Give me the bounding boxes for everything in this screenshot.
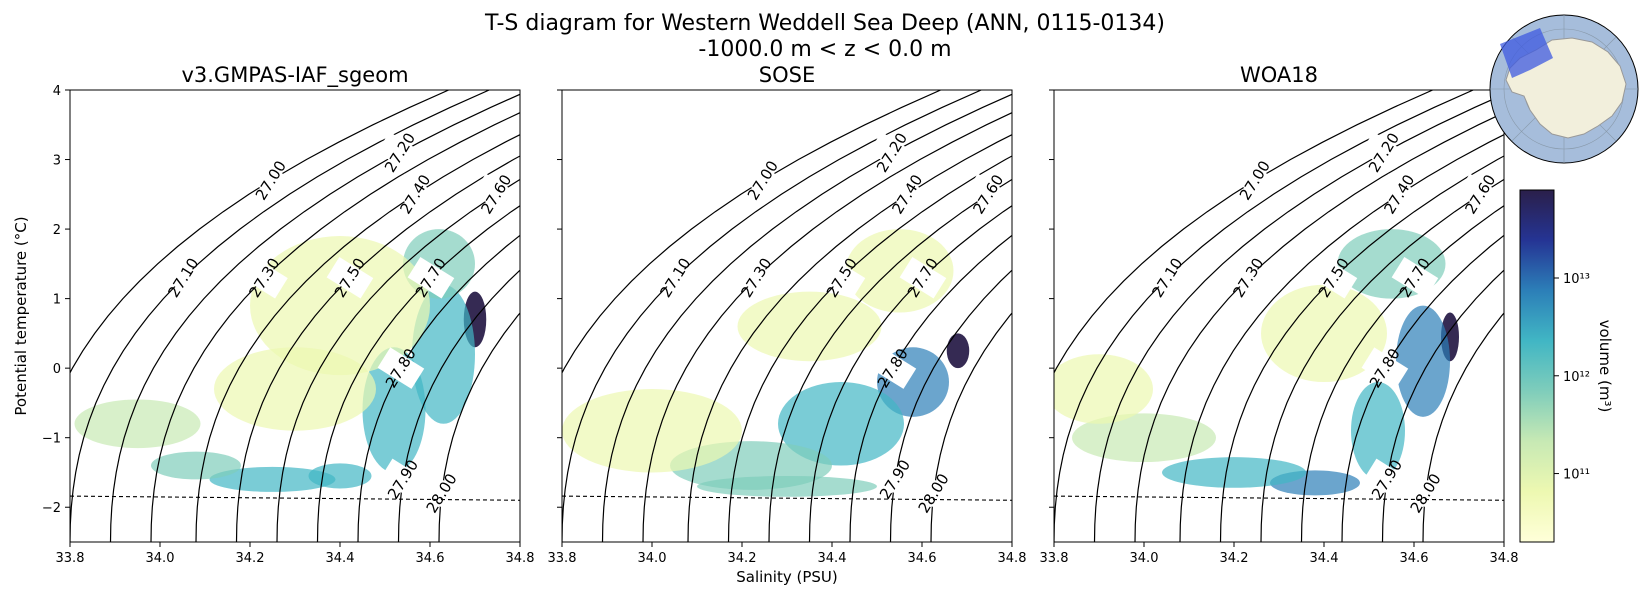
- density-contour: [768, 178, 1012, 542]
- density-contour: [642, 111, 1012, 542]
- y-tick-label: −1: [42, 432, 61, 447]
- axes-frame: [561, 89, 1013, 543]
- colorbar-gradient: [1519, 189, 1555, 543]
- x-tick-label: 33.8: [1040, 551, 1069, 566]
- y-tick-label: −2: [42, 501, 61, 516]
- x-tick-label: 34.8: [998, 551, 1027, 566]
- density-contour: [849, 234, 1012, 542]
- density-contour: [1300, 205, 1504, 542]
- x-tick-label: 34.6: [1400, 551, 1429, 566]
- y-tick-label: 4: [53, 84, 61, 99]
- western-weddell-region-highlight: [1500, 28, 1553, 78]
- density-contour: [276, 178, 520, 542]
- density-blob: [1261, 284, 1387, 383]
- colorbar-label: volume (m³): [1596, 320, 1614, 413]
- x-tick-label: 34.6: [416, 551, 445, 566]
- y-tick-label: 1: [53, 293, 61, 308]
- density-contour: [1054, 90, 1474, 542]
- density-contour: [70, 90, 490, 542]
- density-contour: [316, 205, 520, 542]
- density-contour: [562, 90, 941, 375]
- density-contour: [1341, 234, 1504, 542]
- density-blob: [1162, 457, 1306, 488]
- density-blob: [697, 475, 877, 497]
- colorbar: 10¹¹ 10¹² 10¹³ volume (m³): [1519, 189, 1614, 543]
- panel-0: v3.GMPAS-IAF_sgeom27.0027.1027.2027.3027…: [42, 63, 535, 566]
- density-contour: [1422, 312, 1504, 542]
- x-tick-label: 33.8: [56, 551, 85, 566]
- density-blob: [562, 389, 742, 473]
- density-contour: [438, 312, 520, 542]
- density-contour: [727, 155, 1012, 542]
- density-blob: [737, 291, 882, 362]
- colorbar-tick-label: 10¹²: [1563, 370, 1590, 385]
- x-tick-label: 34.2: [236, 551, 265, 566]
- density-blob: [209, 466, 336, 492]
- density-contour: [562, 90, 982, 542]
- density-blob: [946, 333, 970, 369]
- panel-1: SOSE27.0027.1027.2027.3027.4027.5027.602…: [548, 63, 1027, 566]
- density-blob: [1072, 413, 1216, 463]
- density-contour: [930, 312, 1012, 542]
- density-blob: [778, 382, 904, 466]
- density-blob: [214, 347, 376, 431]
- axes-frame: [1053, 89, 1505, 543]
- density-contour: [1260, 178, 1504, 542]
- density-contour: [109, 93, 520, 542]
- panel-2: WOA1827.0027.1027.2027.3027.4027.5027.60…: [1040, 63, 1519, 566]
- panel-title: SOSE: [759, 63, 815, 87]
- x-tick-label: 34.2: [728, 551, 757, 566]
- x-tick-label: 34.0: [638, 551, 667, 566]
- density-contour: [1134, 111, 1504, 542]
- y-tick-label: 3: [53, 154, 61, 169]
- x-tick-label: 34.4: [818, 551, 847, 566]
- density-contour: [1054, 90, 1433, 375]
- antarctic-region-inset-map: [1489, 14, 1639, 164]
- freezing-point-line: [1054, 495, 1504, 501]
- x-tick-label: 34.8: [506, 551, 535, 566]
- density-contour: [235, 155, 520, 542]
- panel-title: WOA18: [1240, 63, 1318, 87]
- x-tick-label: 34.4: [1310, 551, 1339, 566]
- freezing-point-line: [70, 495, 520, 501]
- density-contour: [70, 90, 449, 375]
- x-tick-label: 34.0: [1130, 551, 1159, 566]
- density-blob: [250, 236, 430, 376]
- density-contour: [1093, 93, 1504, 542]
- x-axis-label: Salinity (PSU): [736, 568, 838, 586]
- density-blob: [151, 451, 241, 480]
- density-contour: [1179, 133, 1504, 542]
- density-contour: [808, 205, 1012, 542]
- density-contour: [150, 111, 520, 542]
- density-contour: [195, 133, 520, 542]
- x-tick-label: 34.0: [146, 551, 175, 566]
- density-blob: [1396, 305, 1450, 417]
- density-contour: [889, 269, 1012, 542]
- figure-title-line2: -1000.0 m < z < 0.0 m: [698, 37, 952, 62]
- colorbar-tick-label: 10¹³: [1563, 272, 1590, 287]
- x-tick-label: 34.4: [326, 551, 355, 566]
- density-blob: [74, 399, 201, 449]
- y-tick-label: 0: [53, 362, 61, 377]
- x-tick-label: 33.8: [548, 551, 577, 566]
- figure-title-line1: T-S diagram for Western Weddell Sea Deep…: [485, 11, 1165, 36]
- x-tick-label: 34.8: [1490, 551, 1519, 566]
- axes-frame: [69, 89, 521, 543]
- panel-title: v3.GMPAS-IAF_sgeom: [181, 63, 408, 88]
- y-axis-label: Potential temperature (°C): [12, 216, 30, 415]
- density-contour: [687, 133, 1012, 542]
- y-tick-label: 2: [53, 223, 61, 238]
- freezing-point-line: [562, 495, 1012, 501]
- density-contour: [601, 93, 1012, 542]
- density-contour: [1219, 155, 1504, 542]
- density-contour: [397, 269, 520, 542]
- colorbar-tick-label: 10¹¹: [1563, 468, 1590, 483]
- x-tick-label: 34.2: [1220, 551, 1249, 566]
- density-contour: [357, 234, 520, 542]
- x-tick-label: 34.6: [908, 551, 937, 566]
- density-contour: [1381, 269, 1504, 542]
